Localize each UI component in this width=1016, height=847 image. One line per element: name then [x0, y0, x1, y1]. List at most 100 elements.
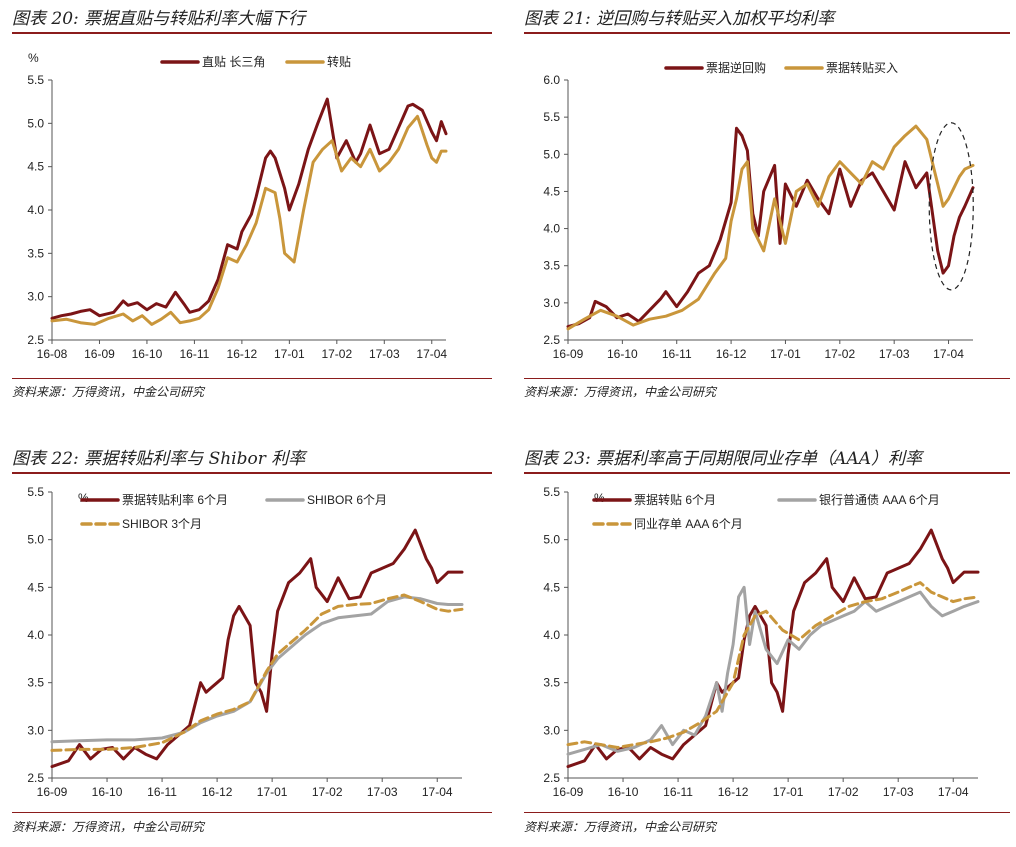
chart-20-plot: 5.5 5.0 4.5 4.0 3.5 3.0 2.516-08 16-09 16-10 16-1…: [27, 51, 448, 361]
source-note: 资料来源：万得资讯，中金公司研究: [12, 385, 205, 399]
x-tick-label: 16-12: [227, 347, 258, 361]
x-tick-label: 17-01: [773, 785, 804, 799]
x-tick-label: 16-10: [608, 785, 639, 799]
x-tick-label: 17-03: [369, 347, 400, 361]
x-tick-label: 17-02: [312, 785, 343, 799]
legend-label-2: SHIBOR 3个月: [122, 517, 202, 531]
y-tick-label: 2.5: [27, 333, 44, 347]
panel-chart-23: 图表 23: 票据利率高于同期限同业存单（AAA）利率 5.5 5.0 4.5 4.0…: [524, 438, 1010, 847]
y-tick-label: 6.0: [543, 73, 560, 87]
y-tick-label: 3.0: [543, 723, 560, 737]
y-axis-unit: %: [594, 491, 605, 505]
legend-label-0: 票据逆回购: [706, 60, 766, 75]
legend-label-0: 直贴 长三角: [202, 55, 265, 69]
x-tick-label: 16-09: [553, 347, 584, 361]
source-rule: [524, 812, 1010, 813]
y-tick-label: 5.0: [27, 116, 44, 130]
chart-23-plot: 5.5 5.0 4.5 4.0 3.5 3.0 2.516-09 16-10 16-11 16-1…: [543, 485, 980, 799]
y-tick-label: 4.0: [543, 222, 560, 236]
y-axis-unit: %: [28, 51, 39, 65]
y-tick-label: 3.5: [543, 676, 560, 690]
x-tick-label: 17-02: [321, 347, 352, 361]
y-tick-label: 5.0: [543, 147, 560, 161]
x-tick-label: 17-04: [416, 347, 447, 361]
x-tick-label: 17-03: [879, 347, 910, 361]
x-tick-label: 16-09: [84, 347, 115, 361]
y-tick-label: 3.5: [27, 676, 44, 690]
source-note: 资料来源：万得资讯，中金公司研究: [524, 385, 717, 399]
x-tick-label: 17-04: [933, 347, 964, 361]
y-tick-label: 4.5: [543, 184, 560, 198]
y-tick-label: 4.0: [27, 628, 44, 642]
series-line-2: [566, 581, 980, 749]
x-tick-label: 17-01: [274, 347, 305, 361]
y-tick-label: 4.5: [27, 580, 44, 594]
x-tick-label: 16-12: [716, 347, 747, 361]
title-rule: [524, 472, 1010, 474]
x-tick-label: 16-11: [663, 785, 693, 799]
panel-chart-21: 图表 21: 逆回购与转贴买入加权平均利率 6.0 5.5 5.0 4.5 4.0 3.5…: [524, 0, 1010, 410]
series-line-0: [50, 97, 448, 320]
x-tick-label: 16-08: [37, 347, 68, 361]
source-note: 资料来源：万得资讯，中金公司研究: [524, 820, 717, 834]
y-tick-label: 3.0: [27, 723, 44, 737]
x-tick-label: 16-10: [92, 785, 123, 799]
legend-label-1: 银行普通债 AAA 6个月: [819, 493, 940, 507]
x-tick-label: 16-10: [132, 347, 163, 361]
series-line-1: [566, 124, 975, 331]
y-tick-label: 5.0: [543, 533, 560, 547]
x-tick-label: 16-09: [37, 785, 68, 799]
series-line-0: [566, 126, 975, 329]
panel-chart-20: 图表 20: 票据直贴与转贴利率大幅下行 5.5 5.0 4.5 4.0 3.5 3.0 2…: [12, 0, 492, 410]
series-line-0: [566, 528, 980, 769]
chart-title: 图表 23: 票据利率高于同期限同业存单（AAA）利率: [524, 449, 922, 469]
x-tick-label: 17-04: [938, 785, 969, 799]
x-tick-label: 17-03: [883, 785, 914, 799]
x-tick-label: 16-12: [202, 785, 233, 799]
series-line-1: [50, 114, 448, 326]
highlight-ellipse: [928, 122, 974, 291]
series-line-0: [50, 528, 464, 769]
x-tick-label: 17-03: [367, 785, 398, 799]
y-tick-label: 3.0: [27, 290, 44, 304]
x-tick-label: 16-11: [662, 347, 692, 361]
x-tick-label: 16-11: [147, 785, 177, 799]
legend-label-0: 票据转贴 6个月: [634, 492, 716, 507]
y-tick-label: 5.0: [27, 533, 44, 547]
x-tick-label: 17-02: [824, 347, 855, 361]
chart-title: 图表 21: 逆回购与转贴买入加权平均利率: [524, 9, 835, 29]
x-tick-label: 16-10: [607, 347, 638, 361]
legend-label-1: 票据转贴买入: [826, 60, 898, 75]
y-tick-label: 2.5: [543, 333, 560, 347]
y-tick-label: 5.5: [27, 485, 44, 499]
chart-title: 图表 22: 票据转贴利率与 Shibor 利率: [12, 449, 306, 469]
series-line-1: [50, 595, 464, 744]
x-tick-label: 17-01: [770, 347, 801, 361]
y-tick-label: 4.0: [27, 203, 44, 217]
y-tick-label: 4.5: [543, 580, 560, 594]
source-rule: [12, 812, 492, 813]
source-rule: [524, 378, 1010, 379]
x-tick-label: 17-01: [257, 785, 288, 799]
y-tick-label: 2.5: [27, 771, 44, 785]
y-tick-label: 3.5: [27, 246, 44, 260]
source-rule: [12, 378, 492, 379]
y-tick-label: 4.5: [27, 160, 44, 174]
x-tick-label: 16-12: [718, 785, 749, 799]
chart-22-plot: 5.5 5.0 4.5 4.0 3.5 3.0 2.516-09 16-10 16-11 16-1…: [27, 485, 464, 799]
y-tick-label: 3.0: [543, 296, 560, 310]
y-axis-unit: %: [78, 491, 89, 505]
series-line-2: [50, 593, 464, 752]
chart-21-plot: 6.0 5.5 5.0 4.5 4.0 3.5 3.0 2.516-09 16-10 16-11 1…: [543, 60, 975, 361]
legend-label-2: 同业存单 AAA 6个月: [634, 517, 743, 531]
source-note: 资料来源：万得资讯，中金公司研究: [12, 820, 205, 834]
y-tick-label: 2.5: [543, 771, 560, 785]
chart-title: 图表 20: 票据直贴与转贴利率大幅下行: [12, 9, 306, 29]
legend-label-1: 转贴: [327, 54, 351, 69]
panel-chart-22: 图表 22: 票据转贴利率与 Shibor 利率 5.5 5.0 4.5 4.0 3.5…: [12, 438, 492, 847]
title-rule: [12, 472, 492, 474]
y-tick-label: 5.5: [543, 110, 560, 124]
y-tick-label: 5.5: [543, 485, 560, 499]
title-rule: [524, 32, 1010, 34]
title-rule: [12, 32, 492, 34]
